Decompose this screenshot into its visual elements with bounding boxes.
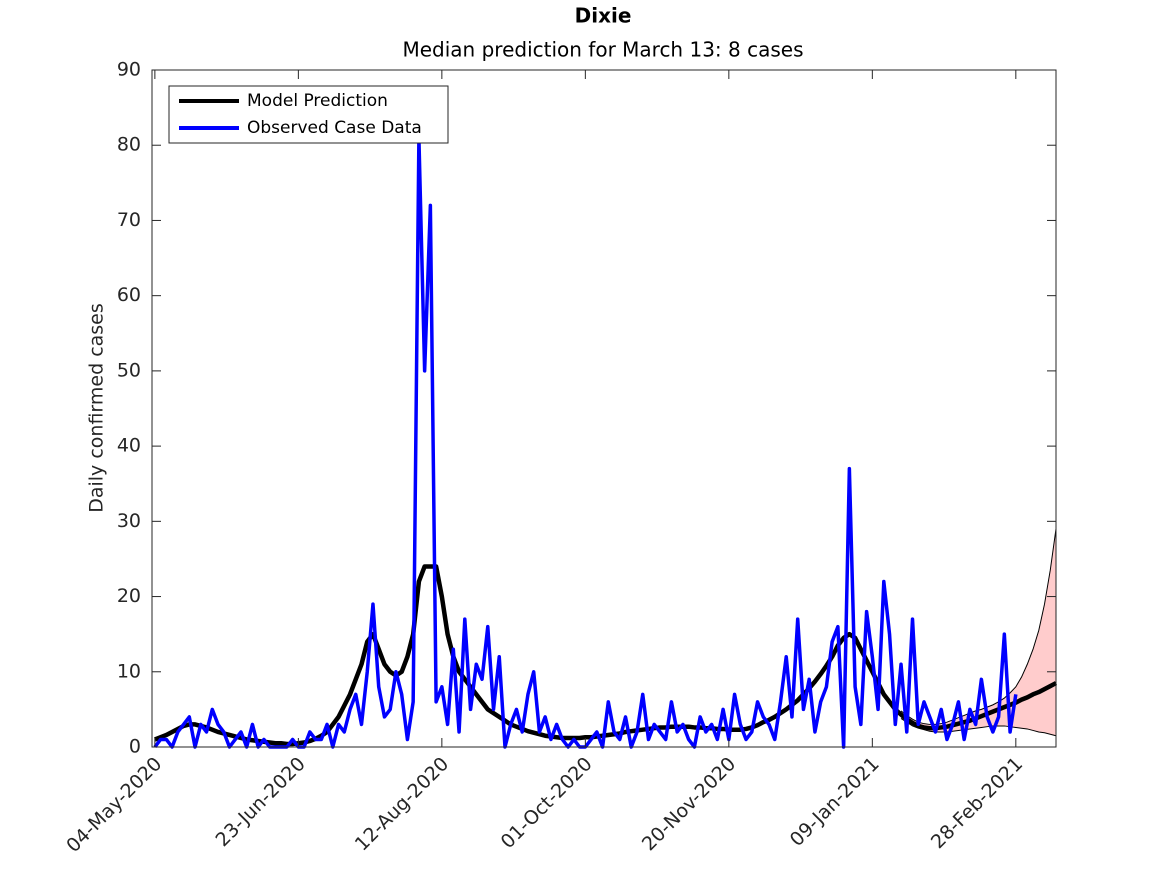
- y-tick-label: 80: [117, 134, 141, 156]
- y-tick-label: 70: [117, 209, 141, 231]
- x-tick-label: 23-Jun-2020: [211, 753, 309, 851]
- legend-box: [168, 85, 449, 144]
- prediction-band: [901, 528, 1056, 736]
- chart-title: Dixie: [575, 4, 632, 28]
- x-tick-label: 28-Feb-2021: [927, 753, 1027, 853]
- y-axis-label: Daily confirmed cases: [86, 303, 108, 513]
- x-tick-label: 09-Jan-2021: [786, 753, 884, 851]
- y-tick-label: 50: [117, 359, 141, 381]
- chart-subtitle: Median prediction for March 13: 8 cases: [402, 38, 803, 62]
- x-tick-label: 12-Aug-2020: [351, 753, 453, 855]
- x-tick-label: 01-Oct-2020: [497, 753, 597, 853]
- x-tick-label: 04-May-2020: [62, 753, 166, 857]
- y-tick-label: 60: [117, 284, 141, 306]
- y-tick-label: 10: [117, 660, 141, 682]
- y-tick-label: 20: [117, 585, 141, 607]
- band-lower-edge: [900, 717, 1057, 737]
- legend-label: Observed Case Data: [247, 118, 422, 138]
- y-tick-label: 90: [117, 59, 141, 81]
- x-tick-label: 20-Nov-2020: [638, 753, 740, 855]
- plot-frame: [151, 69, 1057, 748]
- series-line: [153, 135, 1018, 749]
- y-tick-label: 40: [117, 435, 141, 457]
- y-tick-label: 0: [129, 736, 141, 758]
- y-tick-label: 30: [117, 510, 141, 532]
- legend-label: Model Prediction: [247, 91, 388, 111]
- legend: Model Prediction Observed Case Data: [168, 85, 449, 144]
